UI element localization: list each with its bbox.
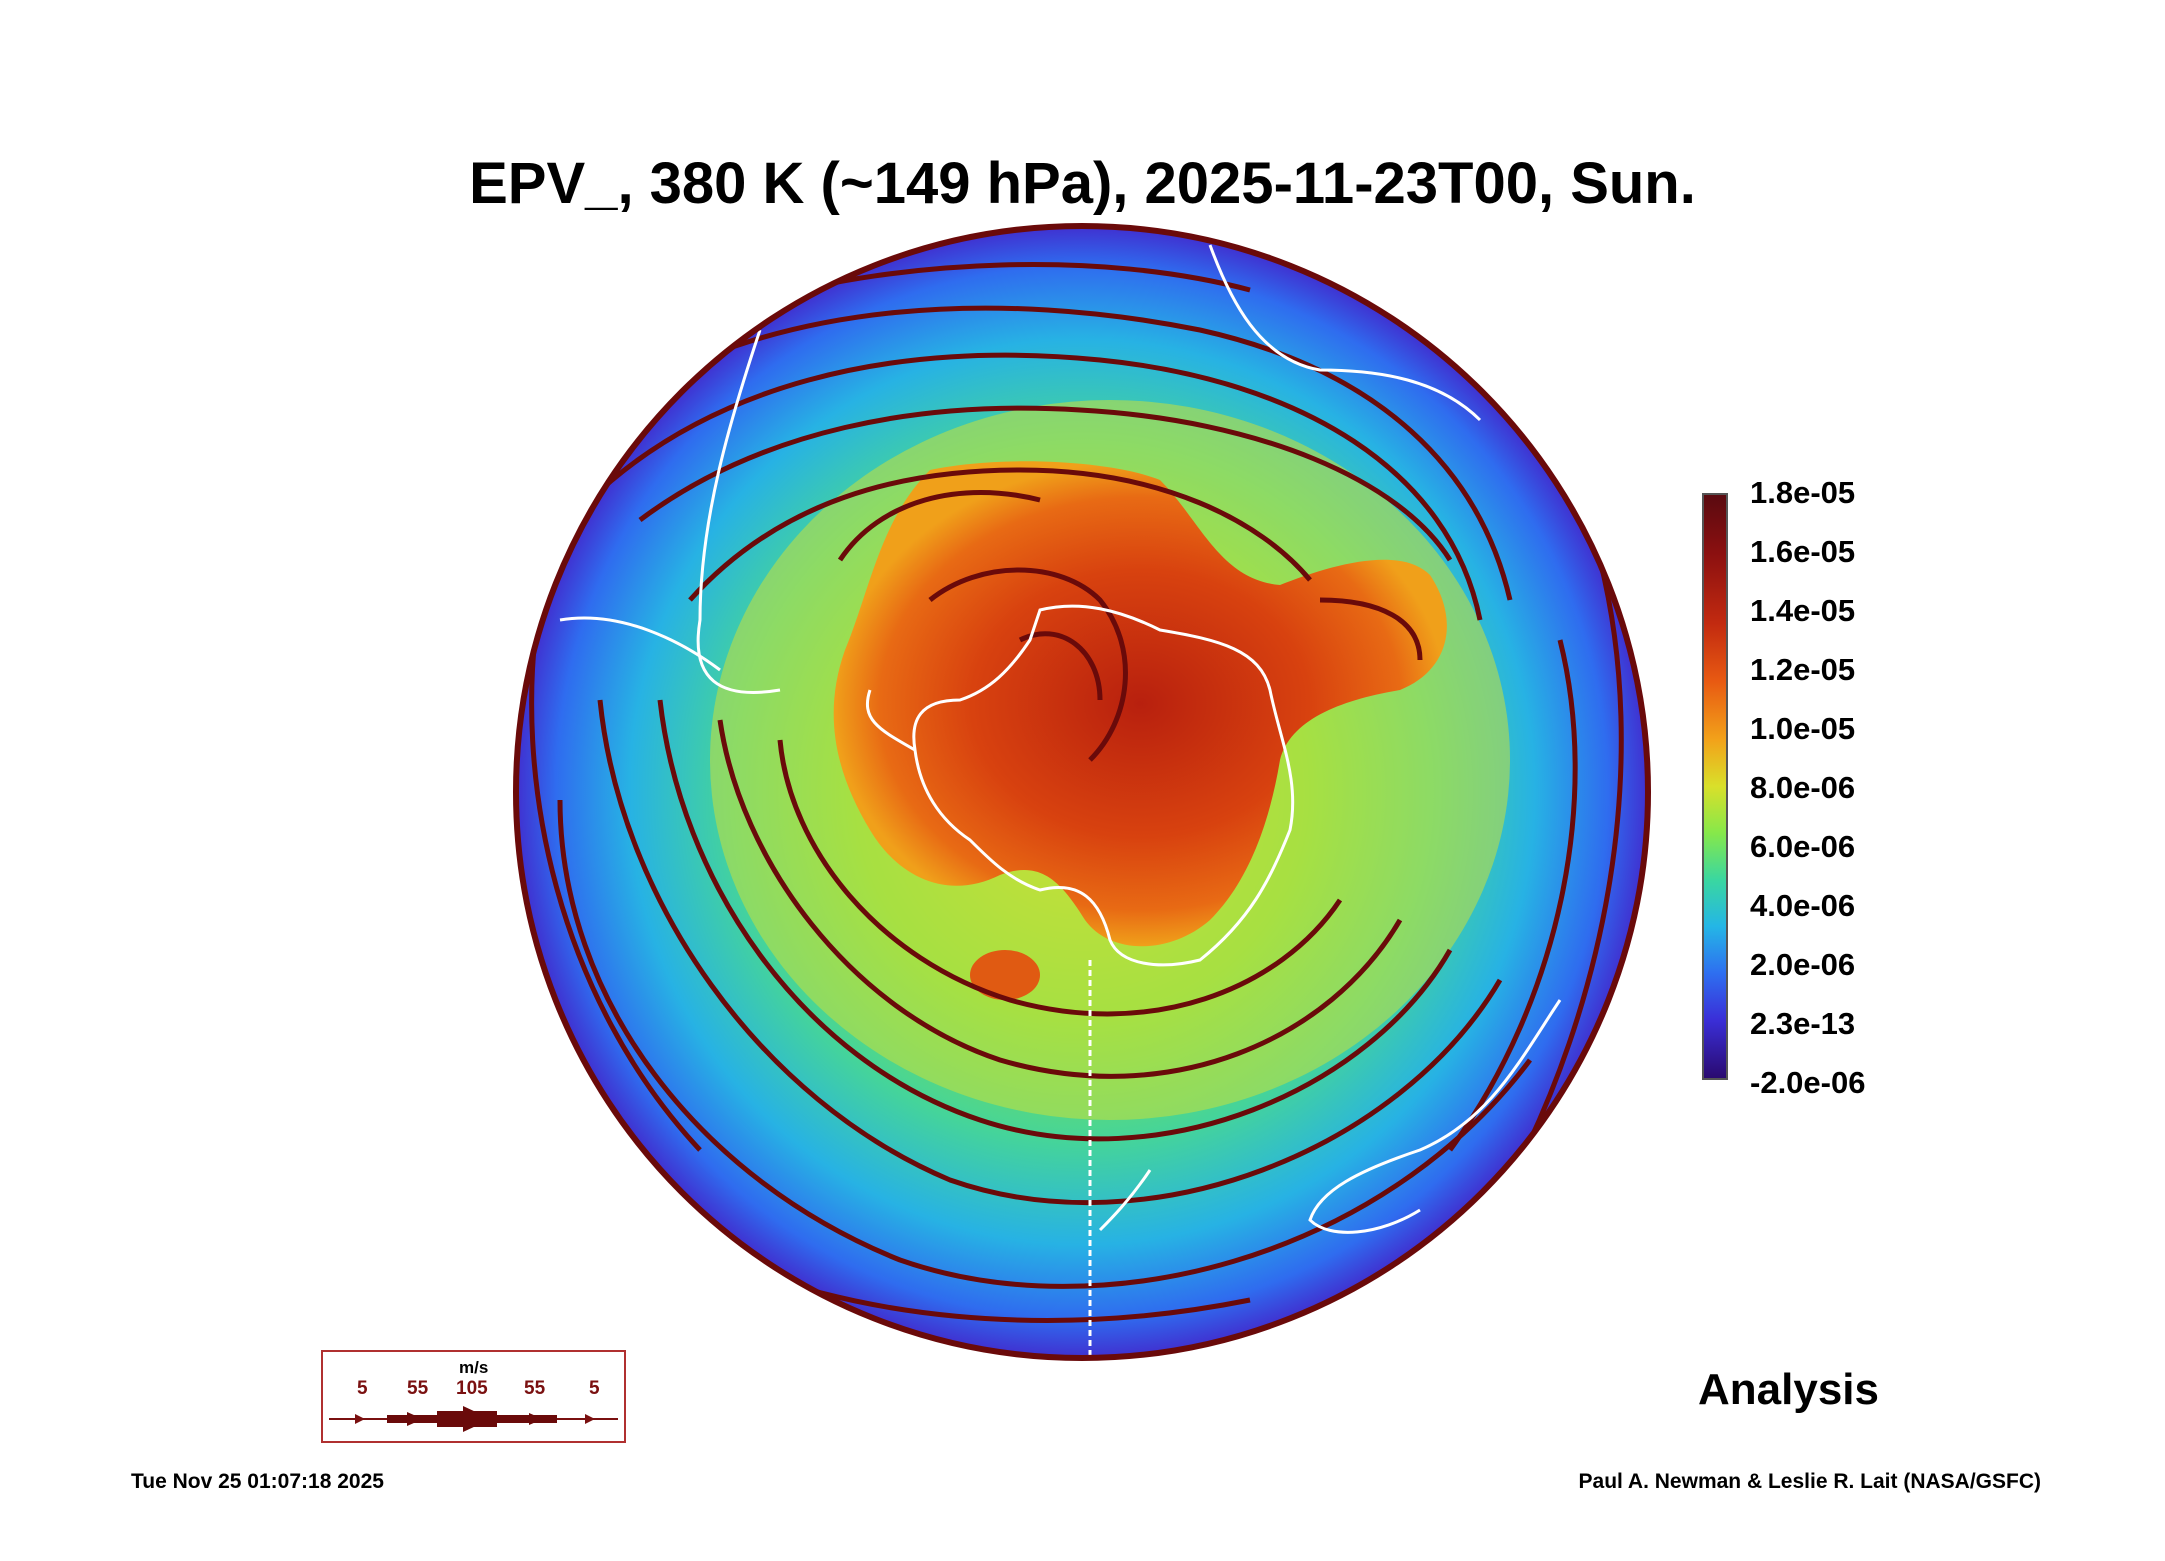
footer-credit: Paul A. Newman & Leslie R. Lait (NASA/GS… <box>1578 1470 2041 1493</box>
colorbar-label: 2.0e-06 <box>1750 947 1856 982</box>
analysis-label: Analysis <box>1698 1365 1879 1414</box>
colorbar-label: 1.4e-05 <box>1750 593 1856 628</box>
colorbar-label: 1.2e-05 <box>1750 652 1856 687</box>
colorbar-label: 6.0e-06 <box>1750 829 1856 864</box>
legend-value: 5 <box>589 1378 600 1399</box>
legend-value: 5 <box>357 1378 368 1399</box>
legend-value: 55 <box>524 1378 546 1399</box>
colorbar-label: 8.0e-06 <box>1750 770 1856 805</box>
colorbar-label: 1.6e-05 <box>1750 534 1856 569</box>
wind-arrow-legend <box>329 1406 618 1432</box>
colorbar-label: -2.0e-06 <box>1750 1065 1866 1100</box>
legend-value: 55 <box>407 1378 429 1399</box>
colorbar-label: 1.0e-05 <box>1750 711 1856 746</box>
globe-outline <box>513 223 1651 1361</box>
coastlines <box>559 244 1562 1358</box>
footer-timestamp: Tue Nov 25 01:07:18 2025 <box>131 1470 384 1493</box>
streamlines <box>529 262 1624 1323</box>
legend-value: 105 <box>456 1378 488 1399</box>
colorbar-label: 2.3e-13 <box>1750 1006 1856 1041</box>
colorbar-label: 4.0e-06 <box>1750 888 1856 923</box>
chart-title: EPV_, 380 K (~149 hPa), 2025-11-23T00, S… <box>469 151 1696 216</box>
wind-speed-legend: m/s 5 55 105 55 5 <box>321 1350 626 1443</box>
polar-vortex-region <box>833 461 1447 947</box>
legend-unit: m/s <box>459 1358 489 1377</box>
colorbar <box>1702 493 1728 1080</box>
colorbar-label: 1.8e-05 <box>1750 475 1856 510</box>
orange-blob <box>970 950 1040 1000</box>
